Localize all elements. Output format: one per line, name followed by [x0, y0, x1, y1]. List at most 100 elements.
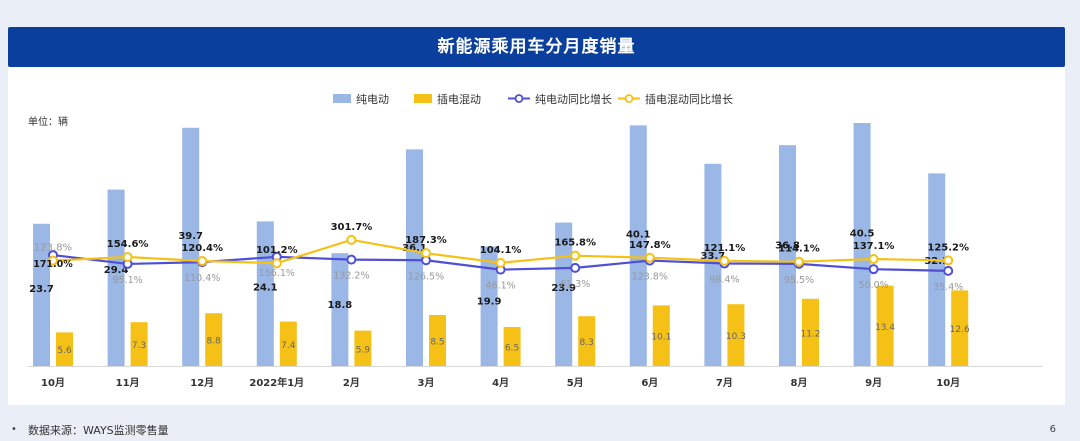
point-phev-growth-2: [122, 251, 133, 262]
legend-label-3: 纯电动同比增长: [535, 92, 612, 106]
bar-bev-1: [33, 223, 50, 366]
label-phev-8: 8.3: [580, 338, 594, 348]
legend-swatch-1: [333, 94, 351, 103]
label-phev-10: 10.3: [726, 332, 746, 342]
bar-phev-5: [354, 330, 372, 366]
label-bev-12: 40.5: [850, 228, 875, 239]
legend-label-2: 插电混动: [437, 92, 481, 106]
label-phev-growth-3: 120.4%: [181, 243, 223, 254]
label-bev-growth-9: 123.8%: [632, 272, 668, 283]
legend-label-4: 插电混动同比增长: [645, 92, 733, 106]
label-phev-7: 6.5: [505, 344, 519, 354]
bar-bev-11: [779, 145, 796, 366]
bar-bev-7: [480, 246, 498, 366]
point-bev-growth-12: [868, 264, 879, 275]
point-phev-growth-8: [570, 250, 581, 261]
data-source-note: 数据来源：WAYS监测零售量: [28, 424, 169, 437]
x-tick-10: 7月: [716, 377, 733, 389]
point-phev-growth-12: [868, 254, 879, 265]
label-bev-1: 23.7: [29, 284, 54, 295]
bar-phev-11: [802, 298, 819, 366]
label-bev-3: 39.7: [178, 231, 203, 242]
chart-title-bar: 新能源乘用车分月度销量: [8, 27, 1065, 67]
bar-bev-4: [256, 221, 274, 366]
label-bev-growth-7: 46.1%: [486, 281, 516, 292]
bar-bev-2: [107, 189, 125, 366]
bar-bev-8: [555, 222, 573, 366]
point-phev-growth-7: [495, 257, 506, 268]
legend-swatch-2: [414, 94, 432, 103]
x-tick-13: 10月: [936, 377, 960, 389]
label-phev-growth-5: 301.7%: [331, 222, 373, 233]
label-phev-growth-4: 101.2%: [256, 245, 298, 256]
bar-phev-1: [56, 332, 73, 366]
label-bev-2: 29.4: [104, 265, 129, 276]
label-bev-10: 33.7: [701, 251, 726, 262]
label-bev-growth-10: 98.4%: [709, 275, 739, 286]
legend-label-1: 纯电动: [356, 93, 389, 106]
footer-bullet: •: [11, 424, 17, 435]
label-phev-growth-2: 154.6%: [107, 239, 149, 250]
bar-phev-13: [951, 290, 969, 366]
bar-bev-3: [182, 127, 200, 366]
label-bev-9: 40.1: [626, 230, 651, 241]
point-bev-growth-13: [943, 265, 954, 276]
point-phev-growth-10: [719, 255, 730, 266]
label-bev-growth-5: 132.2%: [333, 271, 369, 282]
x-tick-7: 4月: [492, 377, 509, 389]
label-phev-growth-6: 187.3%: [405, 235, 447, 246]
point-phev-growth-9: [644, 252, 655, 263]
label-phev-9: 10.1: [651, 333, 671, 343]
label-phev-2: 7.3: [132, 341, 146, 351]
label-phev-growth-9: 147.8%: [629, 240, 671, 251]
label-bev-growth-3: 110.4%: [184, 273, 220, 284]
label-bev-11: 36.8: [775, 241, 800, 252]
label-bev-growth-12: 50.0%: [859, 280, 889, 291]
legend-marker-3: [514, 94, 524, 103]
label-phev-growth-12: 137.1%: [853, 241, 895, 252]
chart-panel: 纯电动 插电混动 纯电动同比增长 插电混动同比增长 单位：辆 23.7 5.6 10月 29.4…: [8, 67, 1065, 405]
label-phev-growth-10: 121.1%: [704, 243, 746, 254]
bar-bev-12: [853, 123, 871, 366]
bar-phev-12: [876, 285, 894, 366]
label-phev-5: 5.9: [356, 345, 371, 355]
legend-marker-4: [624, 94, 634, 103]
bar-phev-9: [652, 305, 670, 366]
label-phev-12: 13.4: [875, 323, 895, 333]
label-phev-4: 7.4: [281, 341, 296, 351]
page-number: 6: [1049, 424, 1056, 435]
bar-bev-10: [704, 163, 722, 366]
label-phev-11: 11.2: [800, 329, 820, 339]
bar-phev-8: [578, 316, 596, 366]
x-tick-2: 11月: [116, 377, 140, 389]
x-tick-3: 12月: [190, 377, 214, 389]
label-bev-13: 32.1: [924, 256, 949, 267]
point-bev-growth-5: [346, 254, 357, 265]
label-bev-growth-1: 171.0%: [33, 259, 73, 270]
label-bev-growth-4: 156.1%: [259, 268, 295, 279]
label-bev-growth-6: 126.5%: [408, 271, 444, 282]
label-bev-growth-2: 95.1%: [113, 275, 143, 286]
label-phev-growth-13: 125.2%: [927, 242, 969, 253]
x-tick-12: 9月: [865, 377, 882, 389]
bar-bev-5: [331, 253, 349, 366]
bar-bev-6: [406, 149, 423, 366]
point-phev-growth-4: [271, 258, 282, 269]
x-tick-1: 10月: [41, 377, 65, 389]
label-phev-6: 8.5: [430, 338, 444, 348]
label-bev-7: 19.9: [477, 296, 502, 307]
label-phev-13: 12.6: [950, 325, 970, 335]
label-bev-growth-8: 61.3%: [560, 279, 590, 290]
label-bev-5: 18.8: [328, 300, 353, 311]
label-bev-4: 24.1: [253, 282, 278, 293]
point-phev-growth-3: [197, 255, 208, 266]
label-phev-growth-7: 104.1%: [480, 245, 522, 256]
bar-bev-9: [629, 125, 647, 367]
label-phev-growth-11: 114.1%: [778, 244, 820, 255]
x-tick-9: 6月: [641, 377, 658, 389]
x-tick-4: 2022年1月: [249, 376, 304, 389]
x-tick-6: 3月: [418, 377, 435, 389]
label-phev-1: 5.6: [57, 346, 72, 356]
x-tick-5: 2月: [343, 377, 360, 389]
